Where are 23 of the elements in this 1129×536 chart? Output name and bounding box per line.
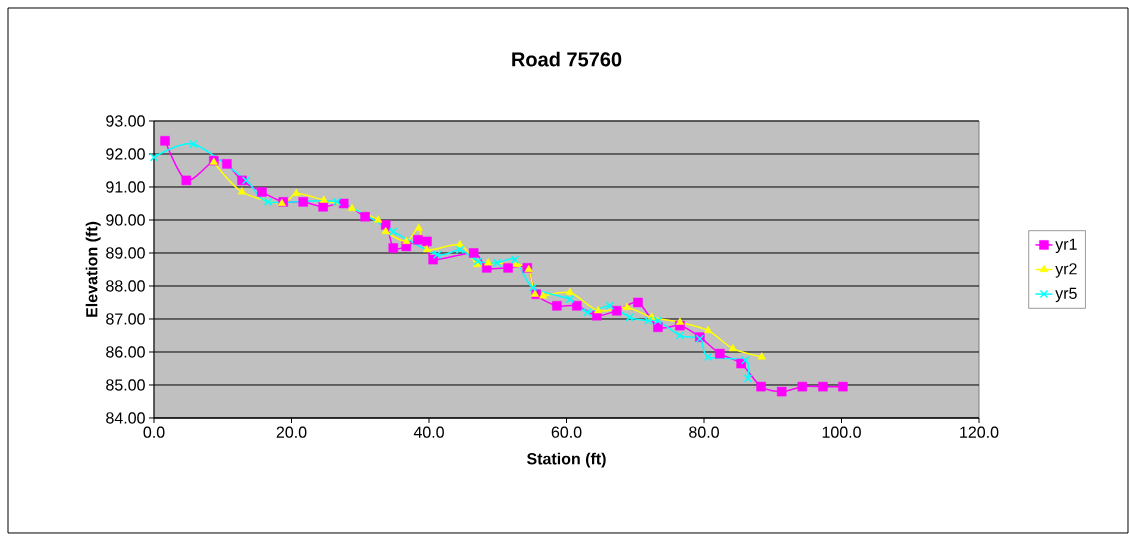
x-tick-label: 120.0 (960, 426, 999, 438)
chart-title: Road 75760 (512, 51, 622, 67)
legend-label: yr1 (1055, 238, 1077, 254)
x-tick-label: 100.0 (822, 426, 861, 438)
x-tick-label: 0.0 (143, 426, 165, 438)
y-tick-label: 88.00 (106, 280, 145, 292)
x-axis-title: Station (ft) (526, 452, 606, 468)
y-tick-label: 84.00 (106, 412, 145, 424)
y-tick-label: 91.00 (106, 181, 145, 193)
x-tick-label: 40.0 (413, 426, 444, 438)
y-axis-title: Elevation (ft) (85, 221, 101, 317)
legend-label: yr5 (1055, 287, 1077, 303)
y-tick-label: 85.00 (106, 379, 145, 391)
x-tick-label: 60.0 (551, 426, 582, 438)
y-tick-label: 92.00 (106, 148, 145, 160)
legend-label: yr2 (1055, 263, 1077, 278)
y-tick-label: 86.00 (106, 346, 145, 358)
y-tick-label: 93.00 (106, 115, 145, 127)
x-tick-label: 80.0 (689, 426, 719, 438)
x-tick-label: 20.0 (276, 426, 307, 438)
y-tick-label: 90.00 (106, 214, 145, 226)
y-tick-label: 89.00 (106, 247, 145, 259)
y-tick-label: 87.00 (106, 313, 145, 325)
